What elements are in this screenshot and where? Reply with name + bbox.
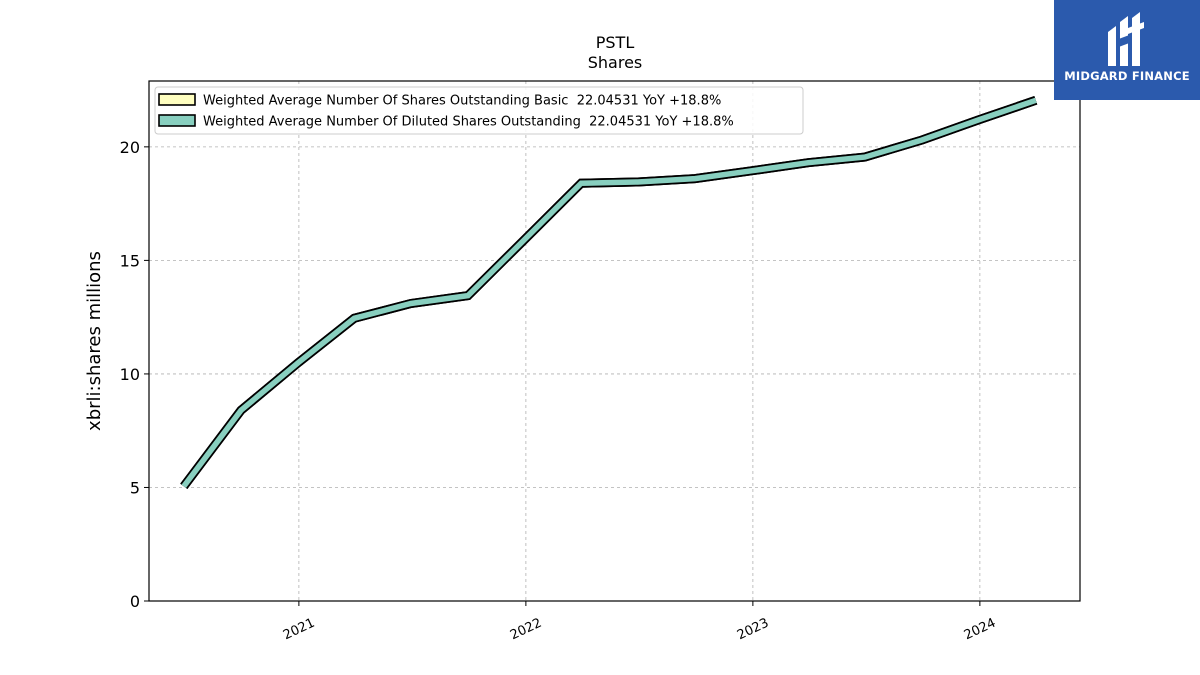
series-line-1: [181, 97, 1037, 488]
y-tick-label: 5: [130, 478, 140, 497]
data-point: [637, 181, 639, 183]
chart-title: PSTL: [596, 33, 635, 52]
data-point: [921, 139, 923, 141]
data-point: [524, 238, 526, 240]
data-point: [580, 182, 582, 184]
series-outline-0: [180, 96, 1038, 490]
x-tick-label: 2022: [508, 616, 544, 644]
y-tick-label: 10: [120, 365, 140, 384]
data-point: [353, 317, 355, 319]
data-point: [410, 302, 412, 304]
chart-subtitle: Shares: [588, 53, 643, 72]
y-tick-label: 15: [120, 251, 140, 270]
data-point: [467, 294, 469, 296]
legend-swatch-0: [158, 93, 196, 106]
data-point: [751, 169, 753, 171]
y-tick-label: 0: [130, 592, 140, 611]
data-point: [240, 409, 242, 411]
data-point: [1035, 99, 1037, 101]
series-lines: [180, 96, 1038, 490]
x-tick-label: 2024: [962, 616, 998, 644]
brand-logo: MIDGARD FINANCE: [1054, 0, 1200, 100]
y-axis: 0 5 10 15 20: [120, 138, 149, 611]
series-line-0: [181, 97, 1037, 488]
data-point: [297, 361, 299, 363]
y-tick-label: 20: [120, 138, 140, 157]
data-point: [183, 485, 185, 487]
plot-frame: [148, 80, 1081, 602]
grid: [149, 81, 1080, 601]
legend-box: [154, 86, 804, 135]
x-tick-label: 2023: [735, 616, 771, 644]
data-point: [864, 156, 866, 158]
brand-name: MIDGARD FINANCE: [1064, 69, 1190, 83]
data-point: [807, 162, 809, 164]
legend: Weighted Average Number Of Shares Outsta…: [154, 86, 804, 135]
midgard-logo-icon: [1108, 12, 1144, 66]
data-point: [978, 118, 980, 120]
x-axis: 2021 2022 2023 2024: [281, 601, 998, 643]
legend-swatch-1: [158, 114, 196, 127]
series-outline-1: [180, 96, 1038, 490]
data-point: [694, 177, 696, 179]
y-axis-label: xbrli:shares millions: [84, 251, 105, 431]
legend-label-0: Weighted Average Number Of Shares Outsta…: [203, 94, 721, 109]
legend-label-1: Weighted Average Number Of Diluted Share…: [203, 115, 734, 130]
x-tick-label: 2021: [281, 616, 317, 644]
